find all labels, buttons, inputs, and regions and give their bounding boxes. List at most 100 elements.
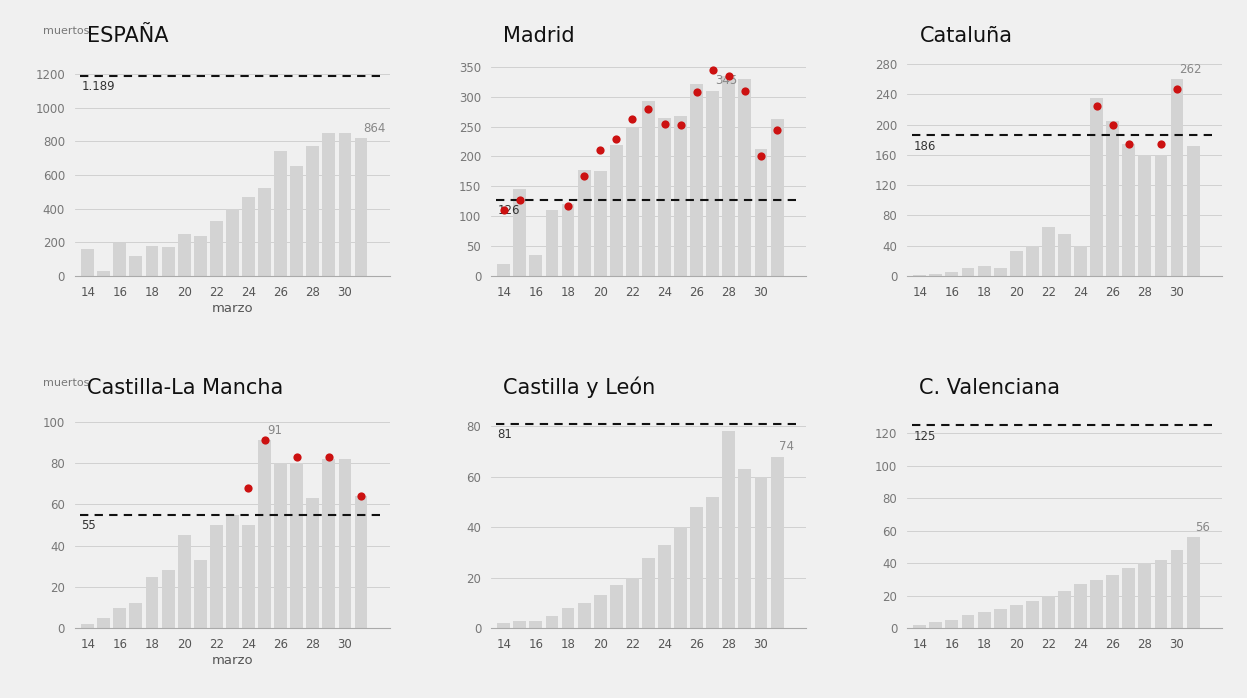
Bar bbox=[291, 463, 303, 628]
Bar bbox=[913, 274, 927, 276]
Point bbox=[622, 114, 642, 125]
Bar bbox=[193, 560, 207, 628]
Bar bbox=[771, 456, 783, 628]
Bar bbox=[722, 431, 736, 628]
Text: muertos: muertos bbox=[44, 26, 90, 36]
Point bbox=[703, 64, 723, 75]
Text: C. Valenciana: C. Valenciana bbox=[919, 378, 1060, 398]
Bar bbox=[545, 616, 559, 628]
Bar bbox=[307, 498, 319, 628]
Bar bbox=[530, 621, 542, 628]
Bar bbox=[130, 256, 142, 276]
Bar bbox=[658, 545, 671, 628]
Bar bbox=[530, 255, 542, 276]
Bar bbox=[1090, 579, 1104, 628]
Bar bbox=[594, 172, 606, 276]
Point bbox=[1102, 119, 1122, 130]
Point bbox=[638, 103, 658, 114]
Bar bbox=[561, 205, 575, 276]
Bar bbox=[1057, 591, 1071, 628]
Text: 345: 345 bbox=[716, 74, 737, 87]
Point bbox=[1119, 138, 1139, 149]
Bar bbox=[929, 622, 943, 628]
Bar bbox=[242, 525, 254, 628]
Bar bbox=[178, 234, 191, 276]
Bar bbox=[1155, 560, 1167, 628]
Bar bbox=[498, 264, 510, 276]
Point bbox=[751, 151, 771, 162]
Text: Castilla y León: Castilla y León bbox=[504, 376, 656, 398]
Bar bbox=[274, 463, 287, 628]
Point bbox=[559, 200, 579, 211]
Bar bbox=[162, 570, 175, 628]
Point bbox=[287, 451, 307, 462]
Bar bbox=[81, 624, 94, 628]
Bar bbox=[514, 621, 526, 628]
X-axis label: marzo: marzo bbox=[212, 302, 253, 315]
Bar bbox=[994, 609, 1006, 628]
Bar bbox=[1122, 144, 1135, 276]
Bar bbox=[258, 440, 271, 628]
Bar bbox=[1042, 596, 1055, 628]
Point bbox=[238, 482, 258, 493]
Bar bbox=[706, 91, 720, 276]
Text: 1.189: 1.189 bbox=[81, 80, 115, 94]
Bar bbox=[754, 149, 767, 276]
Bar bbox=[291, 166, 303, 276]
Bar bbox=[113, 243, 126, 276]
Bar bbox=[577, 170, 591, 276]
Bar bbox=[642, 558, 655, 628]
Bar bbox=[209, 221, 223, 276]
Bar bbox=[706, 497, 720, 628]
Text: 864: 864 bbox=[363, 121, 385, 135]
Bar bbox=[1187, 537, 1200, 628]
Bar bbox=[771, 119, 783, 276]
Bar bbox=[961, 269, 974, 276]
Bar bbox=[146, 246, 158, 276]
Point bbox=[1151, 138, 1171, 149]
Bar bbox=[226, 514, 239, 628]
Point bbox=[352, 491, 372, 502]
Bar bbox=[1057, 235, 1071, 276]
Bar bbox=[1010, 605, 1023, 628]
Bar bbox=[323, 459, 335, 628]
Bar bbox=[498, 623, 510, 628]
Point bbox=[671, 119, 691, 131]
Bar bbox=[1026, 246, 1039, 276]
Bar bbox=[738, 79, 752, 276]
Bar bbox=[226, 209, 239, 276]
Bar bbox=[1122, 568, 1135, 628]
Bar bbox=[561, 608, 575, 628]
Bar bbox=[691, 507, 703, 628]
Text: 74: 74 bbox=[779, 440, 794, 453]
Text: 81: 81 bbox=[498, 429, 513, 441]
Bar bbox=[323, 133, 335, 276]
Point bbox=[655, 118, 675, 129]
Text: 56: 56 bbox=[1196, 521, 1211, 534]
Text: 126: 126 bbox=[498, 204, 520, 217]
Bar bbox=[978, 266, 990, 276]
Bar bbox=[929, 274, 943, 276]
Point bbox=[687, 87, 707, 98]
Bar bbox=[1090, 98, 1104, 276]
Text: Madrid: Madrid bbox=[504, 26, 575, 46]
Bar bbox=[258, 188, 271, 276]
Bar bbox=[162, 248, 175, 276]
Bar bbox=[81, 249, 94, 276]
Point bbox=[319, 451, 339, 462]
Bar bbox=[354, 138, 368, 276]
Bar bbox=[178, 535, 191, 628]
X-axis label: marzo: marzo bbox=[212, 654, 253, 667]
Text: 125: 125 bbox=[913, 430, 935, 443]
Bar bbox=[338, 133, 352, 276]
Bar bbox=[307, 146, 319, 276]
Bar bbox=[209, 525, 223, 628]
Point bbox=[767, 124, 787, 135]
Bar bbox=[1171, 550, 1183, 628]
Point bbox=[1167, 84, 1187, 95]
Bar bbox=[354, 496, 368, 628]
Bar bbox=[1139, 155, 1151, 276]
Bar bbox=[994, 268, 1006, 276]
Bar bbox=[545, 210, 559, 276]
Bar bbox=[1010, 251, 1023, 276]
